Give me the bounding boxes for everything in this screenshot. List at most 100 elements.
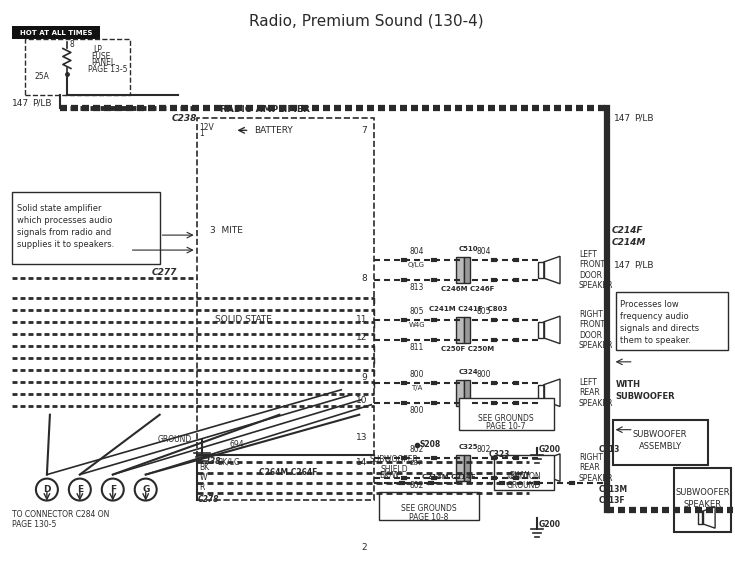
Text: 802: 802 bbox=[477, 445, 491, 454]
Text: E: E bbox=[76, 485, 83, 494]
Text: C238: C238 bbox=[172, 114, 197, 123]
Text: 811: 811 bbox=[409, 343, 424, 352]
Text: W4G: W4G bbox=[409, 322, 425, 328]
Text: 13: 13 bbox=[356, 433, 368, 442]
Text: LEFT
FRONT
DOOR
SPEAKER: LEFT FRONT DOOR SPEAKER bbox=[578, 250, 613, 290]
Text: PAGE 130-5: PAGE 130-5 bbox=[12, 519, 57, 528]
Text: D: D bbox=[43, 485, 51, 494]
Text: RADIO AMPLIFIER: RADIO AMPLIFIER bbox=[220, 105, 309, 115]
Bar bbox=[616, 292, 728, 350]
Bar bbox=[459, 398, 554, 430]
Text: C313M: C313M bbox=[599, 485, 628, 494]
Text: Solid state amplifier: Solid state amplifier bbox=[17, 204, 101, 213]
Text: signals and directs: signals and directs bbox=[620, 324, 699, 333]
Bar bbox=[25, 39, 129, 95]
Text: WITH: WITH bbox=[616, 380, 641, 389]
Bar bbox=[12, 26, 100, 39]
Text: C214F: C214F bbox=[612, 226, 643, 235]
Text: 800: 800 bbox=[409, 406, 424, 414]
Bar bbox=[539, 322, 544, 338]
Text: 800: 800 bbox=[477, 370, 491, 379]
Bar bbox=[464, 257, 470, 283]
Text: 805: 805 bbox=[477, 307, 491, 316]
Text: O/LG: O/LG bbox=[408, 262, 425, 268]
Text: C278: C278 bbox=[198, 495, 219, 504]
Text: which processes audio: which processes audio bbox=[17, 216, 112, 225]
Text: 694: 694 bbox=[229, 440, 244, 449]
Text: 3  MITE: 3 MITE bbox=[209, 226, 243, 235]
Text: 802: 802 bbox=[409, 445, 424, 454]
Bar bbox=[456, 455, 464, 481]
Text: 805: 805 bbox=[409, 307, 424, 316]
Text: SUBWOOFER
SHIELD: SUBWOOFER SHIELD bbox=[370, 455, 419, 474]
Text: 8: 8 bbox=[362, 273, 368, 282]
Text: C277: C277 bbox=[152, 268, 177, 277]
Bar bbox=[539, 384, 544, 401]
Text: C313F: C313F bbox=[599, 496, 625, 505]
Text: PAGE 13-5: PAGE 13-5 bbox=[87, 65, 127, 74]
Bar bbox=[379, 492, 479, 519]
Text: C264M C264F: C264M C264F bbox=[259, 468, 318, 477]
Text: LP: LP bbox=[93, 45, 101, 54]
Text: F: F bbox=[110, 485, 116, 494]
Text: C214M C214F: C214M C214F bbox=[422, 473, 476, 480]
Text: SUBWOOFER: SUBWOOFER bbox=[633, 430, 687, 439]
Text: BK/W: BK/W bbox=[509, 471, 529, 480]
Text: W: W bbox=[200, 473, 207, 482]
Bar bbox=[456, 380, 464, 406]
Text: C324: C324 bbox=[458, 369, 478, 375]
Text: GROUND: GROUND bbox=[506, 481, 541, 489]
Bar bbox=[698, 511, 703, 524]
Text: SUBWOOFER: SUBWOOFER bbox=[616, 392, 675, 401]
Text: C246M C246F: C246M C246F bbox=[441, 286, 495, 292]
Text: SEE GROUNDS: SEE GROUNDS bbox=[401, 503, 457, 513]
Text: FUSE: FUSE bbox=[91, 52, 110, 61]
Text: supplies it to speakers.: supplies it to speakers. bbox=[17, 240, 114, 249]
Text: 804: 804 bbox=[477, 247, 491, 256]
Text: 813: 813 bbox=[409, 283, 424, 292]
Bar bbox=[196, 119, 374, 500]
Bar bbox=[673, 468, 731, 532]
Text: RIGHT
REAR
SPEAKER: RIGHT REAR SPEAKER bbox=[578, 452, 613, 483]
Text: C241M C241F  C803: C241M C241F C803 bbox=[429, 306, 507, 312]
Text: 9: 9 bbox=[362, 373, 368, 382]
Text: 14: 14 bbox=[356, 458, 368, 467]
Text: 147: 147 bbox=[614, 114, 631, 123]
Text: GROUND: GROUND bbox=[157, 435, 192, 444]
Bar bbox=[456, 317, 464, 343]
Text: Processes low: Processes low bbox=[620, 300, 678, 309]
Text: C510: C510 bbox=[458, 246, 478, 252]
Text: C214M: C214M bbox=[612, 238, 646, 247]
Text: Radio, Premium Sound (130-4): Radio, Premium Sound (130-4) bbox=[249, 14, 484, 28]
Text: 12: 12 bbox=[356, 333, 368, 342]
Text: SEE GROUNDS: SEE GROUNDS bbox=[478, 414, 534, 423]
Text: S208: S208 bbox=[419, 440, 440, 449]
Text: 1: 1 bbox=[200, 129, 204, 138]
Text: signals from radio and: signals from radio and bbox=[17, 228, 111, 237]
Bar bbox=[464, 380, 470, 406]
Text: PANEL: PANEL bbox=[91, 58, 115, 67]
Text: BK/W: BK/W bbox=[379, 471, 399, 480]
Text: 25A: 25A bbox=[35, 72, 50, 81]
Text: 804: 804 bbox=[409, 247, 424, 256]
Text: HOT AT ALL TIMES: HOT AT ALL TIMES bbox=[20, 29, 92, 36]
Text: frequency audio: frequency audio bbox=[620, 312, 688, 321]
Text: IGNITION: IGNITION bbox=[506, 472, 541, 481]
Text: 7: 7 bbox=[362, 126, 368, 135]
Text: P/LB: P/LB bbox=[634, 114, 653, 123]
Text: SUBWOOFER: SUBWOOFER bbox=[675, 488, 730, 497]
Text: 800: 800 bbox=[409, 370, 424, 379]
Text: LEFT
REAR
SPEAKER: LEFT REAR SPEAKER bbox=[578, 378, 613, 408]
Text: RIGHT
FRONT
DOOR
SPEAKER: RIGHT FRONT DOOR SPEAKER bbox=[578, 310, 613, 350]
Text: P/LB: P/LB bbox=[634, 261, 653, 269]
Bar bbox=[456, 257, 464, 283]
Text: G200: G200 bbox=[539, 520, 561, 529]
Text: BK: BK bbox=[200, 463, 209, 472]
Text: 8: 8 bbox=[70, 40, 75, 49]
Text: C325: C325 bbox=[458, 443, 478, 450]
Text: 10: 10 bbox=[356, 396, 368, 405]
Text: 147: 147 bbox=[12, 99, 29, 108]
Text: C238: C238 bbox=[200, 457, 221, 466]
Text: 802: 802 bbox=[409, 481, 424, 489]
Text: G: G bbox=[142, 485, 149, 494]
